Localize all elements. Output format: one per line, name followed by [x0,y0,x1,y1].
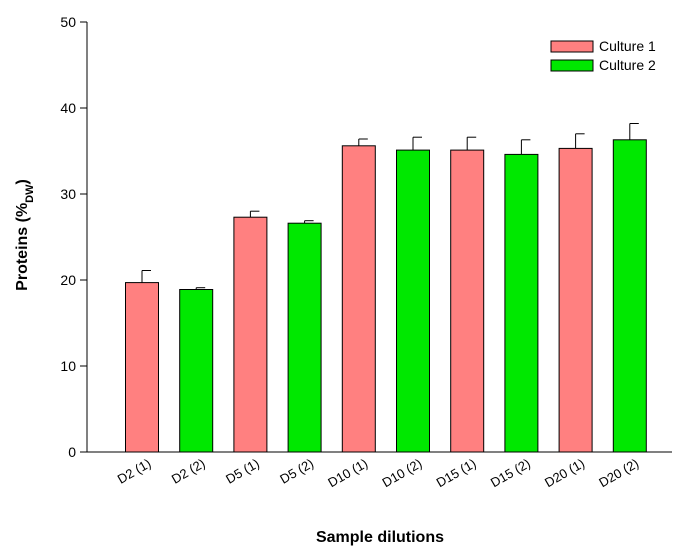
bar-d2-2 [179,289,214,453]
error-bar-d10-1 [358,138,368,146]
bar-d10-2 [396,149,430,453]
bar-d5-2 [287,222,322,453]
y-tick-label-50: 50 [60,14,76,30]
error-bar-d2-2 [195,287,206,290]
x-tick-label-d5-1: D5 (1) [223,456,262,487]
error-bar-d10-2 [412,136,422,151]
error-bar-d15-2 [520,139,531,155]
y-tick-label-40: 40 [60,100,76,116]
x-labels-group: D2 (1) D2 (2) D5 (1) D5 (2) D10 (1) D10 (2) D1… [115,456,642,491]
error-bar-d20-1 [575,133,585,149]
y-tick-label-20: 20 [60,272,76,288]
x-tick-label-d15-2: D15 (2) [488,456,533,491]
bar-d10-1 [341,145,376,453]
error-bar-d20-2 [629,123,639,140]
error-bars-group [141,123,639,290]
legend: Culture 1 Culture 2 [550,38,656,73]
axes-group [86,22,672,453]
x-tick-label-d10-2: D10 (2) [379,456,424,491]
y-tick-label-0: 0 [68,444,76,460]
x-tick-label-d15-1: D15 (1) [434,456,479,491]
x-tick-label-d2-2: D2 (2) [169,456,208,487]
legend-swatch-culture-1 [550,40,594,53]
y-ticks-group: 0 10 20 30 40 50 [60,14,87,460]
bar-d2-1 [125,282,159,453]
legend-label-culture-2: Culture 2 [599,57,656,73]
bars-group [125,139,647,453]
error-bar-d15-1 [466,136,477,151]
legend-swatch-culture-2 [550,59,594,72]
x-tick-label-d20-1: D20 (1) [542,456,587,491]
x-tick-label-d5-2: D5 (2) [277,456,316,487]
bar-d15-1 [450,149,485,453]
error-bar-d2-1 [141,270,151,283]
x-tick-label-d10-1: D10 (1) [325,456,370,491]
y-axis-title-main: Proteins (% [14,203,31,291]
x-tick-label-d2-1: D2 (1) [115,456,154,487]
y-tick-label-30: 30 [60,186,76,202]
y-axis-title-subscript: DW [24,184,36,203]
legend-label-culture-1: Culture 1 [599,38,656,54]
y-tick-label-10: 10 [60,358,76,374]
x-tick-label-d20-2: D20 (2) [596,456,641,491]
y-axis-title: Proteins (%DW) [14,179,36,291]
bar-d20-1 [558,147,593,453]
y-axis-title-suffix: ) [14,179,31,184]
error-bar-d5-2 [304,220,314,224]
error-bar-d5-1 [249,210,260,218]
bar-d20-2 [612,139,647,453]
bar-d15-2 [504,153,539,453]
bar-d5-1 [233,216,268,453]
x-axis-title: Sample dilutions [316,529,444,546]
